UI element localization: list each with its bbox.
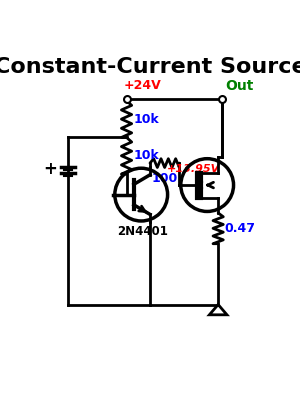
Text: 2N4401: 2N4401 <box>117 224 168 238</box>
Text: Constant-Current Source: Constant-Current Source <box>0 57 300 77</box>
Text: +24V: +24V <box>124 79 161 92</box>
Text: 100: 100 <box>152 172 178 185</box>
Text: Out: Out <box>226 80 254 94</box>
Text: 10k: 10k <box>133 149 159 162</box>
Text: +: + <box>43 160 57 178</box>
Text: +13.95V: +13.95V <box>167 164 220 174</box>
Text: 10k: 10k <box>133 113 159 126</box>
Text: 0.47: 0.47 <box>225 222 256 235</box>
